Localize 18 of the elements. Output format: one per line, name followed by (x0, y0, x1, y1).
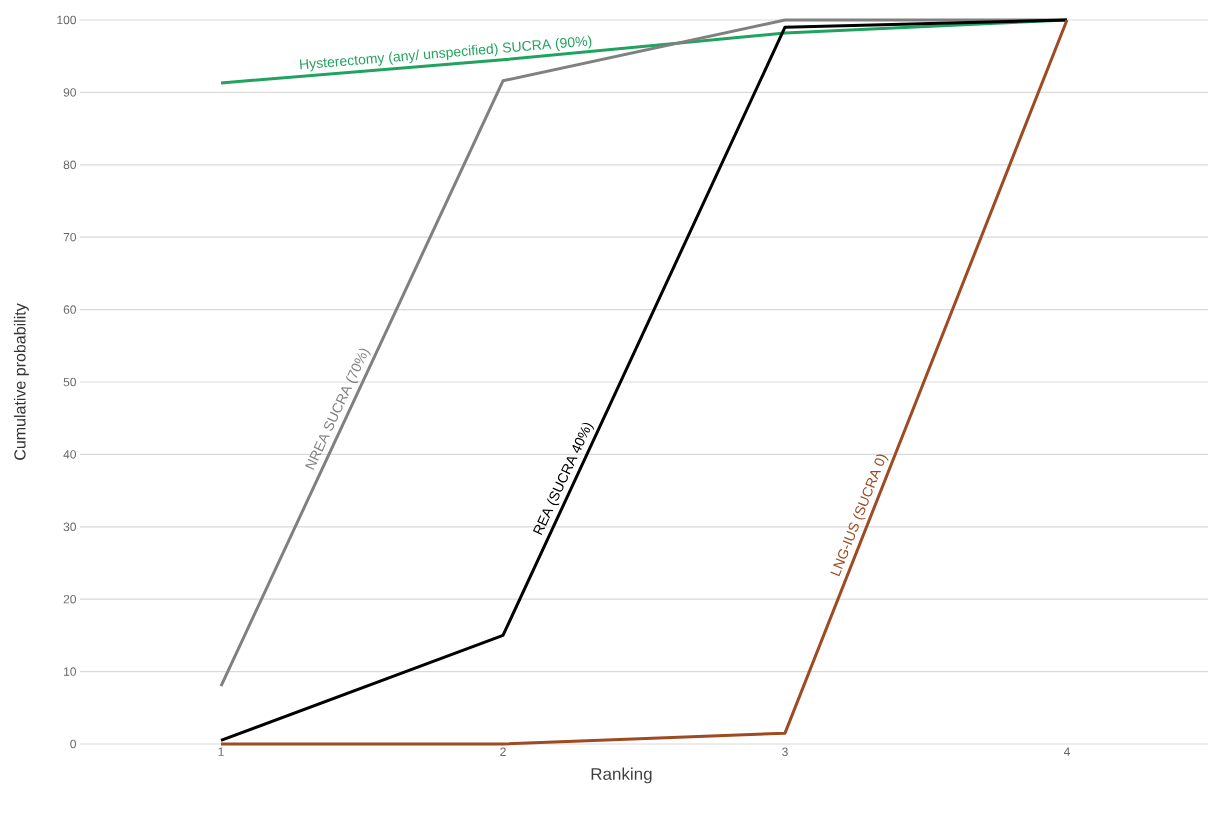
y-tick-label: 70 (63, 232, 77, 242)
series-label: Hysterectomy (any/ unspecified) SUCRA (90%) (299, 35, 592, 72)
x-axis-title: Ranking (591, 767, 652, 784)
y-axis-title: Cumulative probability (13, 303, 29, 460)
x-tick-label: 2 (500, 747, 506, 756)
y-tick-label: 20 (63, 594, 77, 604)
x-tick-label: 4 (1063, 747, 1070, 756)
y-tick-label: 10 (64, 667, 77, 676)
y-tick-label: 50 (63, 377, 77, 387)
y-tick-label: 80 (63, 160, 77, 170)
y-tick-label: 60 (63, 305, 77, 314)
y-tick-label: 90 (63, 88, 77, 97)
y-tick-label: 30 (63, 522, 77, 532)
y-tick-label: 40 (63, 450, 77, 459)
y-tick-label: 100 (57, 15, 77, 25)
x-tick-label: 3 (782, 747, 788, 757)
x-tick-label: 1 (218, 747, 224, 756)
y-tick-label: 0 (70, 739, 77, 749)
